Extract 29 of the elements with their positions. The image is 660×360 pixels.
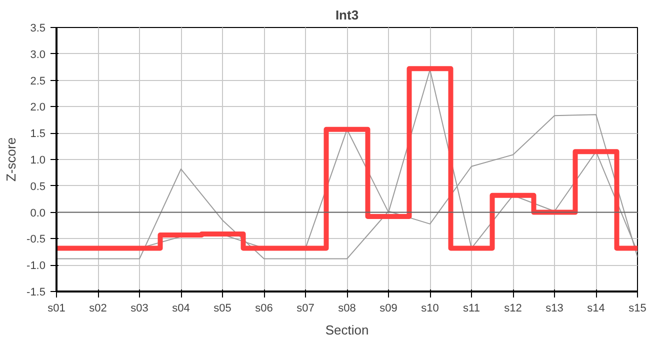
y-tick-label: 0.0 (30, 207, 46, 220)
y-tick-label: 3.5 (30, 22, 46, 34)
x-tick-label: s09 (380, 302, 398, 314)
x-tick-label: s05 (214, 302, 232, 314)
x-tick-label: s15 (628, 302, 646, 314)
x-tick-label: s04 (172, 302, 190, 314)
y-tick-label: 2.0 (30, 102, 46, 114)
y-tick-label: -1.0 (26, 260, 46, 272)
y-tick-label: -1.5 (26, 286, 46, 298)
y-axis-title: Z-score (4, 137, 19, 182)
y-tick-label: 1.0 (30, 154, 46, 166)
chart-title: Int3 (335, 8, 359, 22)
x-tick-label: s03 (130, 302, 148, 314)
x-axis-title: Section (325, 322, 369, 338)
x-tick-label: s08 (338, 302, 356, 314)
y-tick-label: 2.5 (30, 75, 46, 88)
x-tick-label: s07 (296, 302, 314, 314)
x-tick-label: s10 (421, 302, 439, 314)
x-tick-label: s01 (48, 302, 66, 314)
x-tick-label: s13 (546, 302, 564, 314)
x-tick-label: s14 (587, 302, 605, 314)
x-tick-label: s11 (463, 302, 480, 314)
y-tick-label: -0.5 (26, 234, 46, 246)
x-tick-label: s06 (255, 302, 273, 314)
y-tick-label: 0.5 (30, 180, 46, 193)
y-tick-label: 3.0 (30, 48, 46, 61)
x-tick-label: s02 (89, 302, 107, 314)
x-tick-label: s12 (504, 302, 522, 314)
y-tick-label: 1.5 (30, 128, 46, 140)
